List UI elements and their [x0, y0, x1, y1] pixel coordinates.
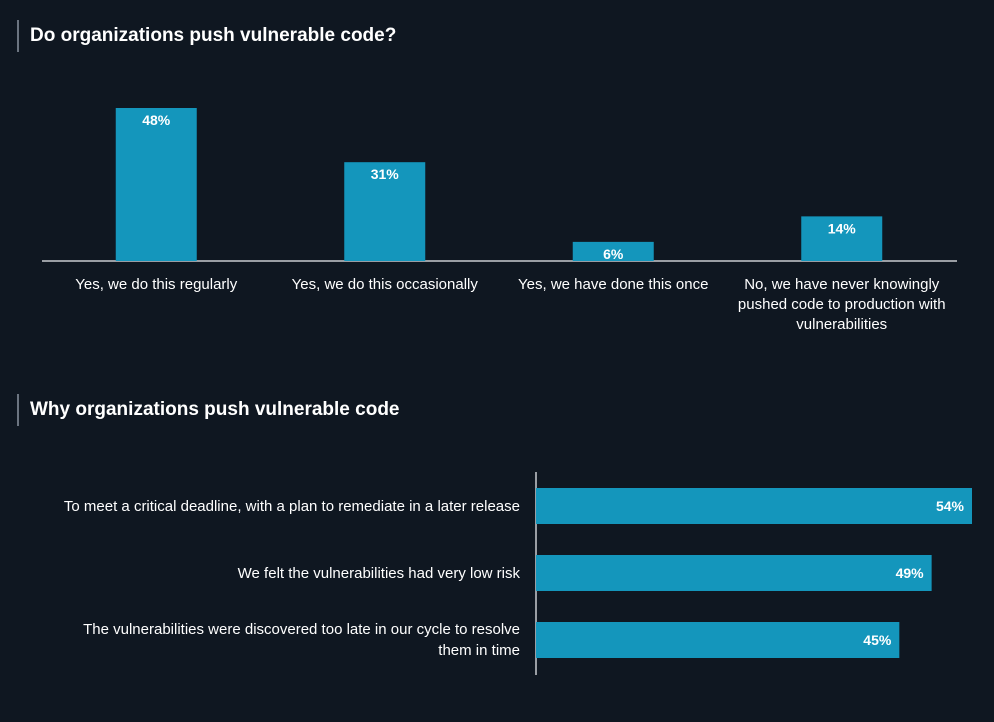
- chart2-title: Why organizations push vulnerable code: [17, 394, 400, 426]
- data-label: 45%: [863, 632, 892, 648]
- data-label: 48%: [142, 112, 171, 128]
- bar: [115, 108, 197, 261]
- bar: [572, 241, 654, 261]
- bar: [344, 162, 426, 261]
- chart1-title: Do organizations push vulnerable code?: [17, 20, 396, 52]
- category-label: pushed code to production with: [738, 296, 946, 313]
- data-label: 14%: [828, 220, 857, 236]
- data-label: 31%: [371, 166, 400, 182]
- data-label: 49%: [896, 565, 925, 581]
- category-label: The vulnerabilities were discovered too …: [83, 621, 520, 638]
- vertical-bar-chart: 48% Yes, we do this regularly 31% Yes, we d…: [42, 108, 957, 333]
- category-label: Yes, we do this regularly: [75, 276, 238, 293]
- category-label: Yes, we do this occasionally: [292, 276, 479, 293]
- category-label: them in time: [438, 642, 520, 659]
- bar: [801, 216, 883, 261]
- category-label: We felt the vulnerabilities had very low…: [238, 565, 521, 582]
- data-label: 54%: [936, 498, 965, 514]
- bar: [536, 555, 932, 591]
- category-label: To meet a critical deadline, with a plan…: [64, 498, 520, 515]
- category-label: vulnerabilities: [796, 316, 887, 333]
- category-label: No, we have never knowingly: [744, 276, 940, 293]
- category-label: Yes, we have done this once: [518, 276, 708, 293]
- bar: [536, 622, 900, 658]
- data-label: 6%: [603, 246, 624, 262]
- bar: [536, 488, 972, 524]
